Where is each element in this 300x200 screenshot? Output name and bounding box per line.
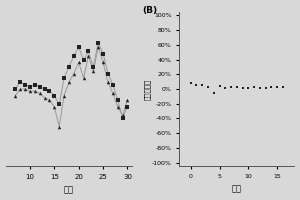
X-axis label: 编号: 编号 bbox=[232, 184, 242, 193]
X-axis label: 编号: 编号 bbox=[64, 185, 74, 194]
Y-axis label: 误差百分比: 误差百分比 bbox=[144, 78, 150, 100]
Text: (B): (B) bbox=[142, 6, 158, 15]
